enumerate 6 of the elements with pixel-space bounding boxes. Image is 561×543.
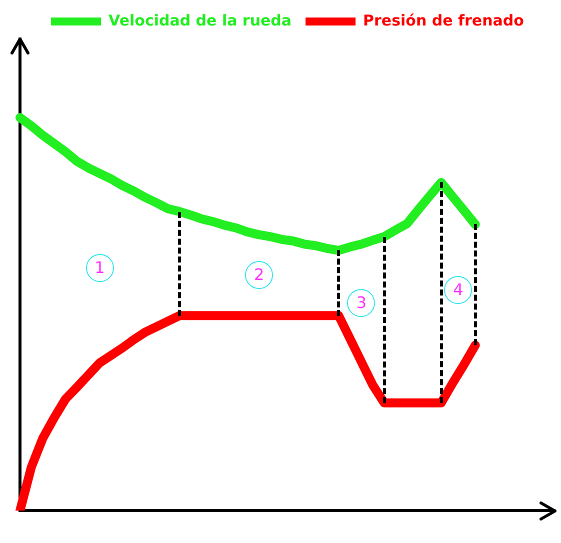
- annotation: 4: [444, 276, 472, 304]
- legend-label: Velocidad de la rueda: [108, 11, 292, 30]
- annotation: 3: [347, 289, 376, 318]
- annotation: 1: [86, 254, 114, 282]
- legend-label: Presión de frenado: [363, 11, 524, 30]
- annotation: 2: [245, 261, 274, 290]
